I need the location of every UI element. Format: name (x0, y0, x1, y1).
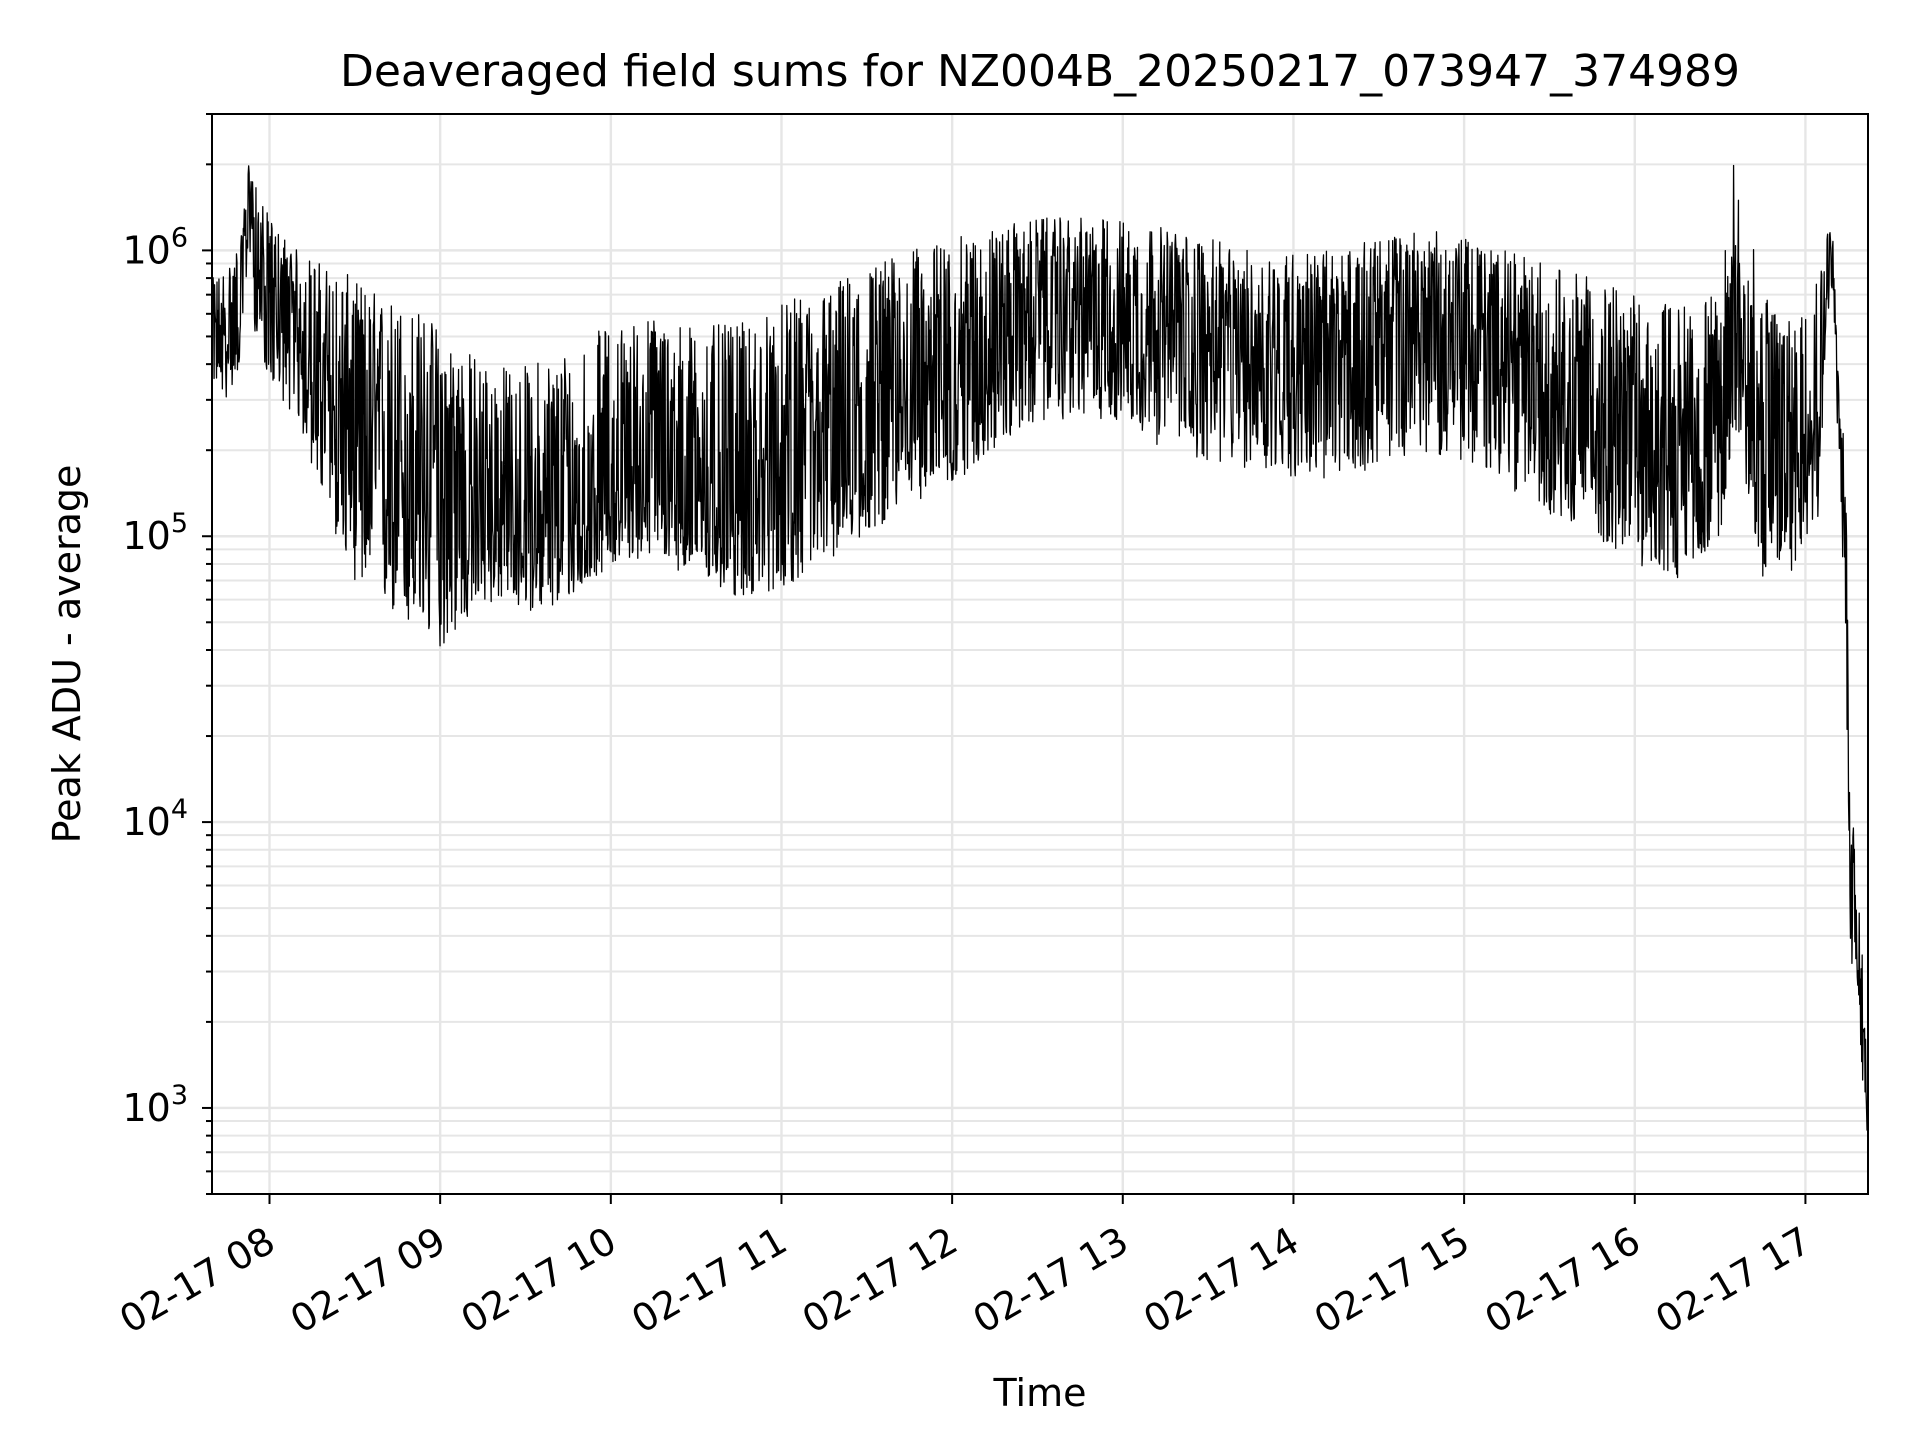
plot-frame (211, 113, 1869, 1195)
x-tick-label: 02-17 10 (454, 1218, 624, 1342)
chart-title: Deaveraged field sums for NZ004B_2025021… (340, 46, 1740, 97)
x-tick-label: 02-17 14 (1136, 1218, 1306, 1342)
y-tick-label: 104 (122, 794, 188, 844)
series-line (211, 164, 1869, 1131)
x-tick-label: 02-17 13 (966, 1218, 1136, 1342)
x-axis: 02-17 08 02-17 09 02-17 10 02-17 11 02-17 12… (112, 1194, 1818, 1342)
x-tick-label: 02-17 17 (1648, 1218, 1818, 1342)
x-tick-label: 02-17 08 (112, 1218, 282, 1342)
x-tick-label: 02-17 16 (1478, 1218, 1648, 1342)
x-tick-label: 02-17 15 (1307, 1218, 1477, 1342)
y-tick-label: 105 (122, 508, 188, 558)
grid (212, 113, 1868, 1195)
y-axis-label: Peak ADU - average (45, 465, 89, 844)
y-tick-label: 103 (122, 1080, 188, 1130)
x-tick-label: 02-17 12 (795, 1218, 965, 1342)
y-tick-label: 106 (122, 222, 188, 272)
x-tick-label: 02-17 11 (624, 1218, 794, 1342)
x-axis-label: Time (993, 1371, 1087, 1415)
x-tick-label: 02-17 09 (283, 1218, 453, 1342)
data-line (211, 164, 1869, 1131)
y-axis: 103 104 105 106 (122, 113, 212, 1195)
